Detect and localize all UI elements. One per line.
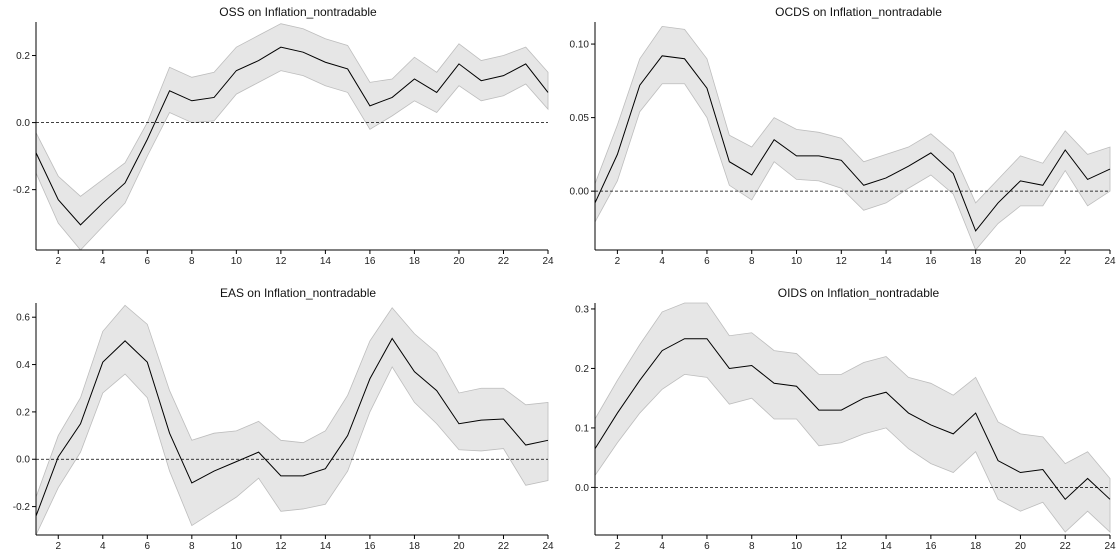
chart-title: OCDS on Inflation_nontradable: [775, 5, 942, 19]
x-tick-label: 4: [659, 256, 665, 267]
y-tick-label: 0.0: [575, 483, 589, 494]
y-tick-label: -0.2: [13, 185, 31, 196]
x-tick-label: 12: [275, 256, 287, 267]
x-tick-label: 18: [970, 256, 982, 267]
x-tick-label: 24: [542, 541, 554, 552]
y-tick-label: 0.0: [16, 118, 30, 129]
x-tick-label: 10: [231, 256, 243, 267]
x-tick-label: 6: [704, 256, 710, 267]
x-tick-label: 4: [659, 541, 665, 552]
x-tick-label: 16: [925, 541, 937, 552]
response-line: [35, 337, 549, 517]
x-tick-label: 24: [1104, 256, 1116, 267]
x-tick-label: 2: [55, 541, 61, 552]
x-tick-label: 8: [189, 256, 195, 267]
x-tick-label: 8: [749, 541, 755, 552]
x-tick-label: 22: [498, 541, 510, 552]
x-tick-label: 20: [453, 256, 465, 267]
x-tick-label: 10: [791, 256, 803, 267]
response-line: [594, 338, 1111, 501]
x-tick-label: 16: [364, 256, 376, 267]
x-tick-label: 12: [836, 256, 848, 267]
x-tick-label: 16: [364, 541, 376, 552]
x-tick-label: 2: [55, 256, 61, 267]
chart-title: OIDS on Inflation_nontradable: [778, 286, 940, 300]
y-tick-label: -0.2: [13, 502, 31, 513]
x-tick-label: 22: [1060, 541, 1072, 552]
y-tick-label: 0.3: [575, 304, 589, 315]
chart-title: OSS on Inflation_nontradable: [219, 5, 377, 19]
x-tick-label: 22: [498, 256, 510, 267]
y-tick-label: 0.2: [16, 407, 30, 418]
confidence-band: [35, 23, 549, 251]
x-tick-label: 20: [1015, 256, 1027, 267]
y-tick-label: 0.1: [575, 423, 589, 434]
y-tick-label: 0.6: [16, 313, 30, 324]
confidence-band: [35, 304, 549, 536]
y-tick-label: 0.05: [570, 113, 590, 124]
x-tick-label: 20: [453, 541, 465, 552]
confidence-band: [594, 302, 1111, 533]
y-tick-label: 0.00: [570, 187, 590, 198]
x-tick-label: 16: [925, 256, 937, 267]
x-tick-label: 20: [1015, 541, 1027, 552]
y-tick-label: 0.4: [16, 360, 30, 371]
x-tick-label: 2: [615, 541, 621, 552]
chart-panel-3: 2 4 6 8 10 12 14 16 18 20 22 24-0.20.00.20.40.6EAS …: [13, 286, 554, 552]
x-tick-label: 12: [836, 541, 848, 552]
x-tick-label: 14: [320, 541, 332, 552]
x-tick-label: 4: [100, 256, 106, 267]
x-tick-label: 10: [231, 541, 243, 552]
confidence-band: [594, 25, 1111, 251]
response-line: [594, 55, 1111, 232]
y-tick-label: 0.0: [16, 455, 30, 466]
x-tick-label: 6: [145, 256, 151, 267]
x-tick-label: 14: [320, 256, 332, 267]
x-tick-label: 14: [881, 256, 893, 267]
x-tick-label: 2: [615, 256, 621, 267]
x-tick-label: 10: [791, 541, 803, 552]
y-tick-label: 0.2: [16, 51, 30, 62]
chart-title: EAS on Inflation_nontradable: [220, 286, 376, 300]
x-tick-label: 6: [704, 541, 710, 552]
x-tick-label: 8: [749, 256, 755, 267]
x-tick-label: 24: [1104, 541, 1116, 552]
x-tick-label: 6: [145, 541, 151, 552]
x-tick-label: 12: [275, 541, 287, 552]
x-tick-label: 18: [409, 256, 421, 267]
x-tick-label: 14: [881, 541, 893, 552]
y-tick-label: 0.2: [575, 364, 589, 375]
x-tick-label: 18: [409, 541, 421, 552]
x-tick-label: 22: [1060, 256, 1072, 267]
y-tick-label: 0.10: [570, 40, 590, 51]
x-tick-label: 18: [970, 541, 982, 552]
x-tick-label: 4: [100, 541, 106, 552]
x-tick-label: 24: [542, 256, 554, 267]
response-line: [35, 46, 549, 226]
x-tick-label: 8: [189, 541, 195, 552]
